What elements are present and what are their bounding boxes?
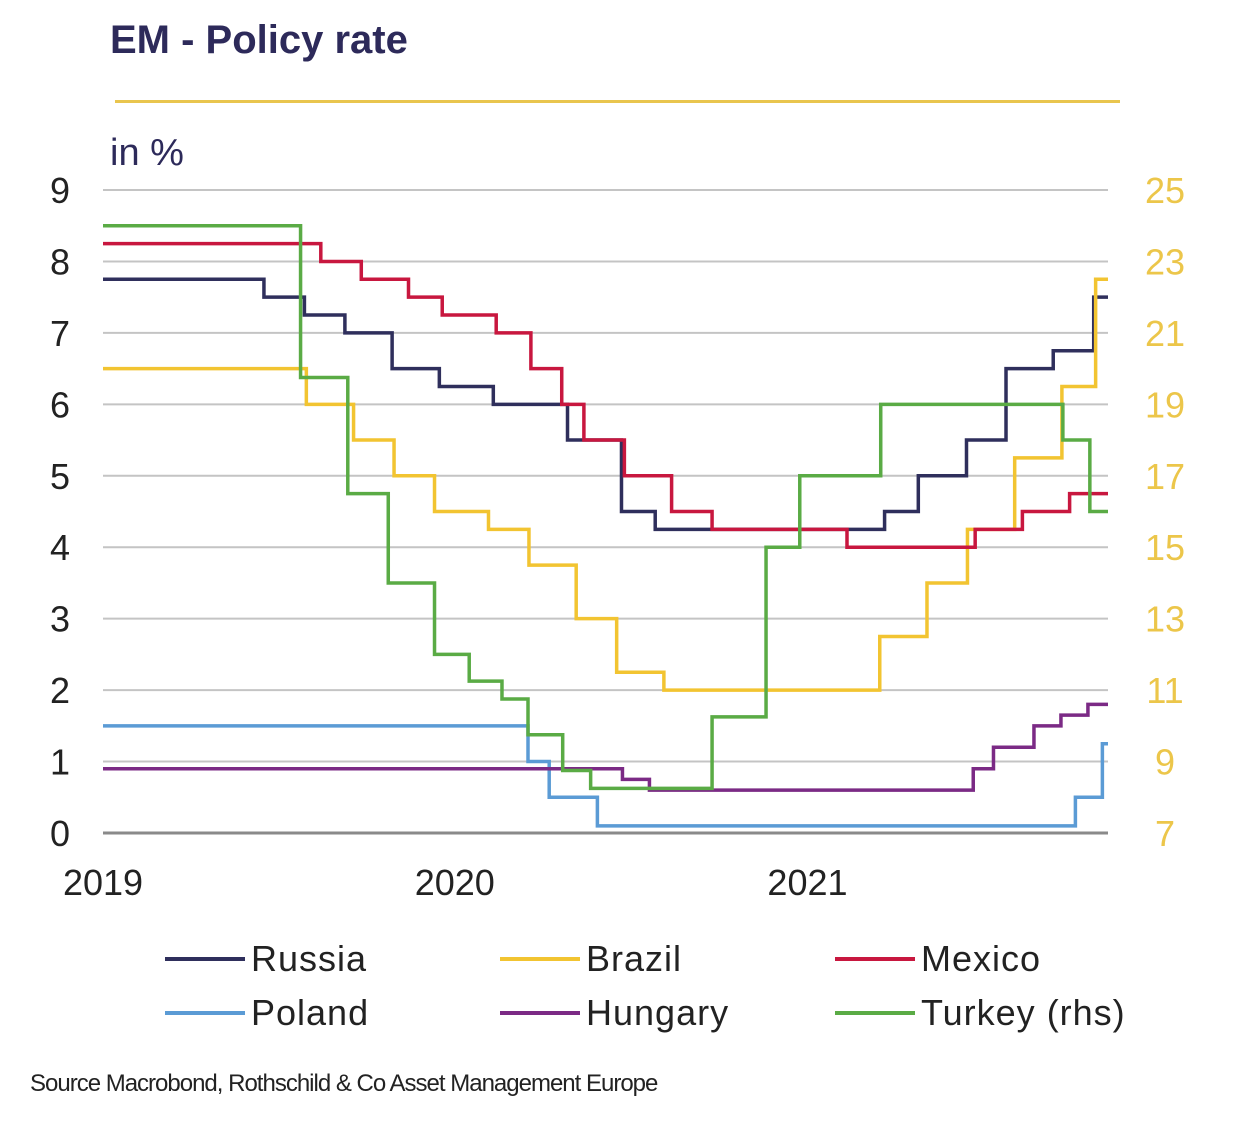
y-right-tick-label: 13	[1145, 599, 1185, 640]
y-left-tick-label: 6	[50, 384, 70, 425]
y-left-tick-label: 9	[50, 170, 70, 211]
legend-label: Poland	[251, 992, 370, 1033]
series-line-poland	[103, 724, 1108, 828]
legend-swatch	[165, 957, 245, 961]
y-left-tick-label: 4	[50, 527, 70, 568]
legend-item: Turkey (rhs)	[835, 992, 1170, 1034]
y-left-tick-label: 5	[50, 456, 70, 497]
legend-label: Hungary	[586, 992, 730, 1033]
legend-label: Brazil	[586, 938, 683, 979]
legend-item: Mexico	[835, 938, 1170, 980]
y-right-tick-label: 7	[1155, 813, 1175, 854]
y-right-tick-label: 23	[1145, 241, 1185, 282]
legend: Russia Brazil Mexico Poland Hungary Turkey (r…	[165, 938, 1170, 1034]
series-line-hungary	[103, 702, 1108, 792]
y-axis-unit: in %	[110, 132, 184, 174]
legend-item: Poland	[165, 992, 500, 1034]
title-divider	[115, 100, 1120, 103]
y-left-tick-label: 1	[50, 742, 70, 783]
series-line-mexico	[103, 241, 1108, 549]
x-tick-label: 2019	[63, 862, 143, 903]
y-right-tick-label: 15	[1145, 527, 1185, 568]
legend-swatch	[835, 957, 915, 961]
legend-label: Mexico	[921, 938, 1042, 979]
y-right-tick-label: 11	[1146, 670, 1183, 711]
x-tick-label: 2021	[767, 862, 847, 903]
legend-swatch	[835, 1011, 915, 1015]
y-left-tick-label: 0	[50, 813, 70, 854]
y-right-tick-label: 9	[1155, 742, 1175, 783]
series-line-russia	[103, 277, 1108, 532]
legend-item: Russia	[165, 938, 500, 980]
source-note: Source Macrobond, Rothschild & Co Asset …	[30, 1070, 658, 1097]
legend-item: Brazil	[500, 938, 835, 980]
legend-swatch	[500, 1011, 580, 1015]
legend-item: Hungary	[500, 992, 835, 1034]
legend-swatch	[500, 957, 580, 961]
y-left-tick-label: 2	[50, 670, 70, 711]
y-right-tick-label: 19	[1145, 384, 1185, 425]
y-right-tick-label: 21	[1145, 313, 1185, 354]
x-tick-label: 2020	[415, 862, 495, 903]
y-left-tick-label: 8	[50, 241, 70, 282]
series-line-turkey-rhs	[103, 223, 1108, 791]
chart-title: EM - Policy rate	[110, 18, 408, 62]
legend-label: Russia	[251, 938, 368, 979]
y-left-tick-label: 7	[50, 313, 70, 354]
series-line-brazil	[103, 277, 1108, 692]
legend-swatch	[165, 1011, 245, 1015]
y-right-tick-label: 25	[1145, 170, 1185, 211]
legend-label: Turkey (rhs)	[921, 992, 1126, 1033]
y-left-tick-label: 3	[50, 599, 70, 640]
y-right-tick-label: 17	[1145, 456, 1185, 497]
